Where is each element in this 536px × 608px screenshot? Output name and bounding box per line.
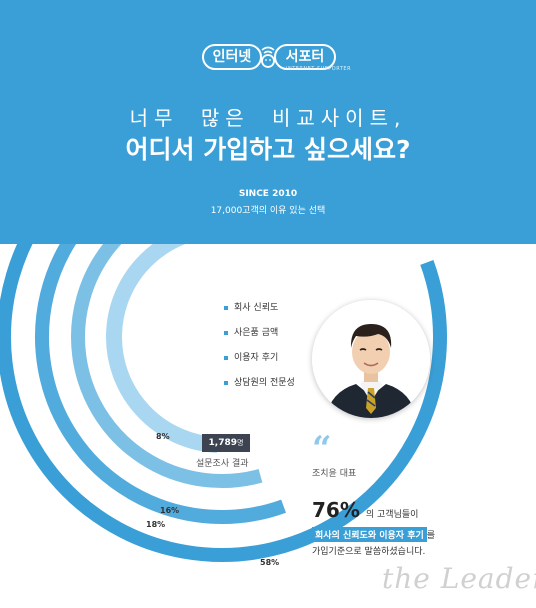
survey-count: 1,789	[208, 438, 237, 448]
legend-item-gift: 사은품 금액	[224, 327, 295, 352]
watermark-text: the Leader	[382, 562, 536, 595]
arc-3	[71, 244, 263, 488]
legend-label: 이용자 후기	[234, 353, 279, 363]
data-label-18: 18%	[146, 520, 166, 529]
arc-4	[106, 244, 218, 453]
data-label-8: 8%	[156, 432, 170, 441]
hero-banner: 인터넷 서포터 INTERNET SUPPORTER 너무 많은 비교사이트, …	[0, 0, 536, 244]
data-label-58: 58%	[260, 558, 280, 567]
ceo-avatar	[312, 300, 430, 418]
highlight-text: 회사의 신뢰도와 이용자 후기	[312, 527, 427, 542]
logo-right-text: 서포터	[274, 44, 336, 70]
closing-text: 가입기준으로 말씀하셨습니다.	[312, 547, 426, 557]
person-portrait-icon	[312, 300, 430, 418]
hero-headline-1: 너무 많은 비교사이트,	[129, 106, 407, 130]
legend-marker	[224, 306, 228, 310]
legend-marker	[224, 356, 228, 360]
brand-logo: 인터넷 서포터	[202, 38, 336, 76]
stat-text: 의 고객님들이	[365, 510, 419, 520]
legend-item-expertise: 상담원의 전문성	[224, 377, 295, 402]
highlight-suffix: 를	[426, 531, 436, 541]
since-label: SINCE 2010	[238, 189, 298, 199]
since-subtitle: 17,000고객의 이유 있는 선택	[210, 206, 326, 216]
stat-line: 76% 의 고객님들이	[312, 498, 418, 522]
survey-count-unit: 명	[237, 439, 244, 447]
legend-item-reviews: 이용자 후기	[224, 352, 295, 377]
data-label-16: 16%	[160, 506, 180, 515]
chart-legend: 회사 신뢰도 사은품 금액 이용자 후기 상담원의 전문성	[224, 302, 295, 402]
survey-caption: 설문조사 결과	[196, 459, 249, 469]
highlight-line: 회사의 신뢰도와 이용자 후기 를	[312, 527, 435, 542]
legend-item-trust: 회사 신뢰도	[224, 302, 295, 327]
stat-value: 76%	[312, 498, 360, 522]
survey-count-badge: 1,789명	[202, 434, 250, 452]
logo-left-text: 인터넷	[202, 44, 262, 70]
legend-label: 회사 신뢰도	[234, 303, 279, 313]
logo-subtitle: INTERNET SUPPORTER	[286, 66, 352, 72]
quote-icon: “	[312, 429, 332, 469]
legend-marker	[224, 331, 228, 335]
legend-label: 상담원의 전문성	[234, 378, 295, 388]
arc-2	[35, 244, 286, 524]
legend-label: 사은품 금액	[234, 328, 279, 338]
legend-marker	[224, 381, 228, 385]
hero-headline-2: 어디서 가입하고 싶으세요?	[125, 135, 411, 164]
speaker-name: 조치윤 대표	[312, 469, 357, 479]
arc-1	[0, 244, 447, 562]
radial-bar-chart	[0, 244, 447, 562]
